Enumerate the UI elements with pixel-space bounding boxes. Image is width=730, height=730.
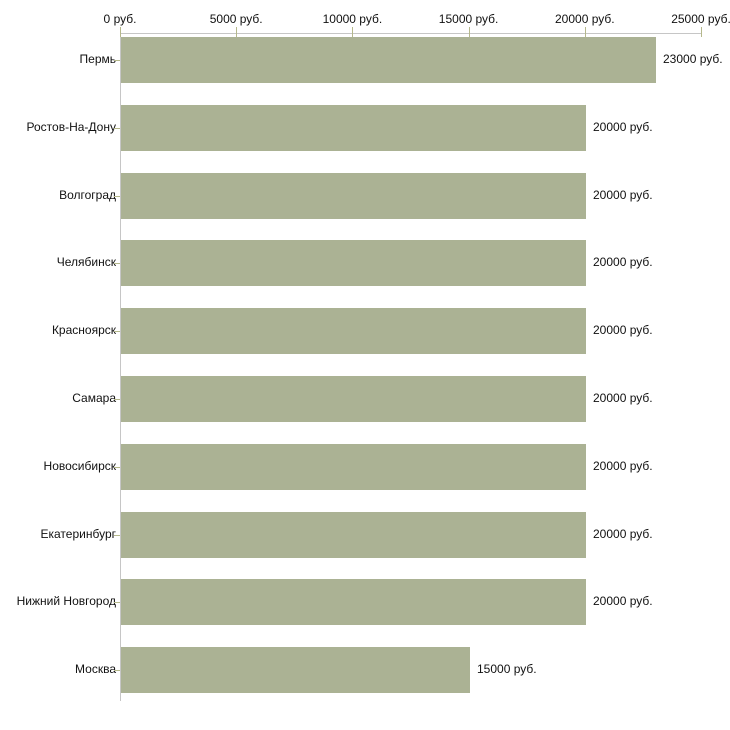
category-tick-mark [114,670,120,671]
category-tick-mark [114,331,120,332]
y-axis-line [120,33,121,701]
value-label: 20000 руб. [593,527,653,541]
x-axis-tick-mark [701,27,702,37]
bar-5 [121,308,586,354]
x-axis-line [120,33,702,34]
value-label: 20000 руб. [593,255,653,269]
category-tick-mark [114,128,120,129]
category-label: Челябинск [56,255,116,269]
x-axis-tick-mark [468,27,470,37]
category-tick-mark [114,602,120,603]
bar-9 [121,579,586,625]
category-tick-mark [114,467,120,468]
x-axis-tick-label: 15000 руб. [438,12,499,26]
bar-10 [121,647,470,693]
bar-6 [121,376,586,422]
category-tick-mark [114,399,120,400]
value-label: 20000 руб. [593,323,653,337]
value-label: 23000 руб. [663,52,723,66]
category-label: Нижний Новгород [16,594,116,608]
category-tick-mark [114,196,120,197]
category-tick-mark [114,60,120,61]
category-label: Москва [75,662,116,676]
x-axis-tick-label: 5000 руб. [209,12,263,26]
x-axis-tick-mark [120,27,121,37]
category-label: Красноярск [51,323,116,337]
bar-1 [121,37,656,83]
value-label: 20000 руб. [593,391,653,405]
bar-4 [121,240,586,286]
bar-8 [121,512,586,558]
bar-7 [121,444,586,490]
bar-3 [121,173,586,219]
x-axis-tick-label: 25000 руб. [671,12,730,26]
value-label: 20000 руб. [593,120,653,134]
x-axis-tick-mark [236,27,238,37]
x-axis-tick-mark [352,27,354,37]
category-label: Екатеринбург [40,527,117,541]
value-label: 20000 руб. [593,459,653,473]
value-label: 20000 руб. [593,594,653,608]
category-label: Волгоград [59,188,116,202]
x-axis-tick-label: 10000 руб. [322,12,383,26]
category-tick-mark [114,535,120,536]
category-label: Ростов-На-Дону [26,120,116,134]
category-label: Пермь [79,52,116,66]
x-axis-tick-label: 0 руб. [103,12,137,26]
x-axis-tick-label: 20000 руб. [555,12,615,26]
value-label: 20000 руб. [593,188,653,202]
value-label: 15000 руб. [477,662,537,676]
category-tick-mark [114,263,120,264]
x-axis-tick-mark [584,27,586,37]
category-label: Новосибирск [43,459,116,473]
bar-2 [121,105,586,151]
category-label: Самара [72,391,116,405]
